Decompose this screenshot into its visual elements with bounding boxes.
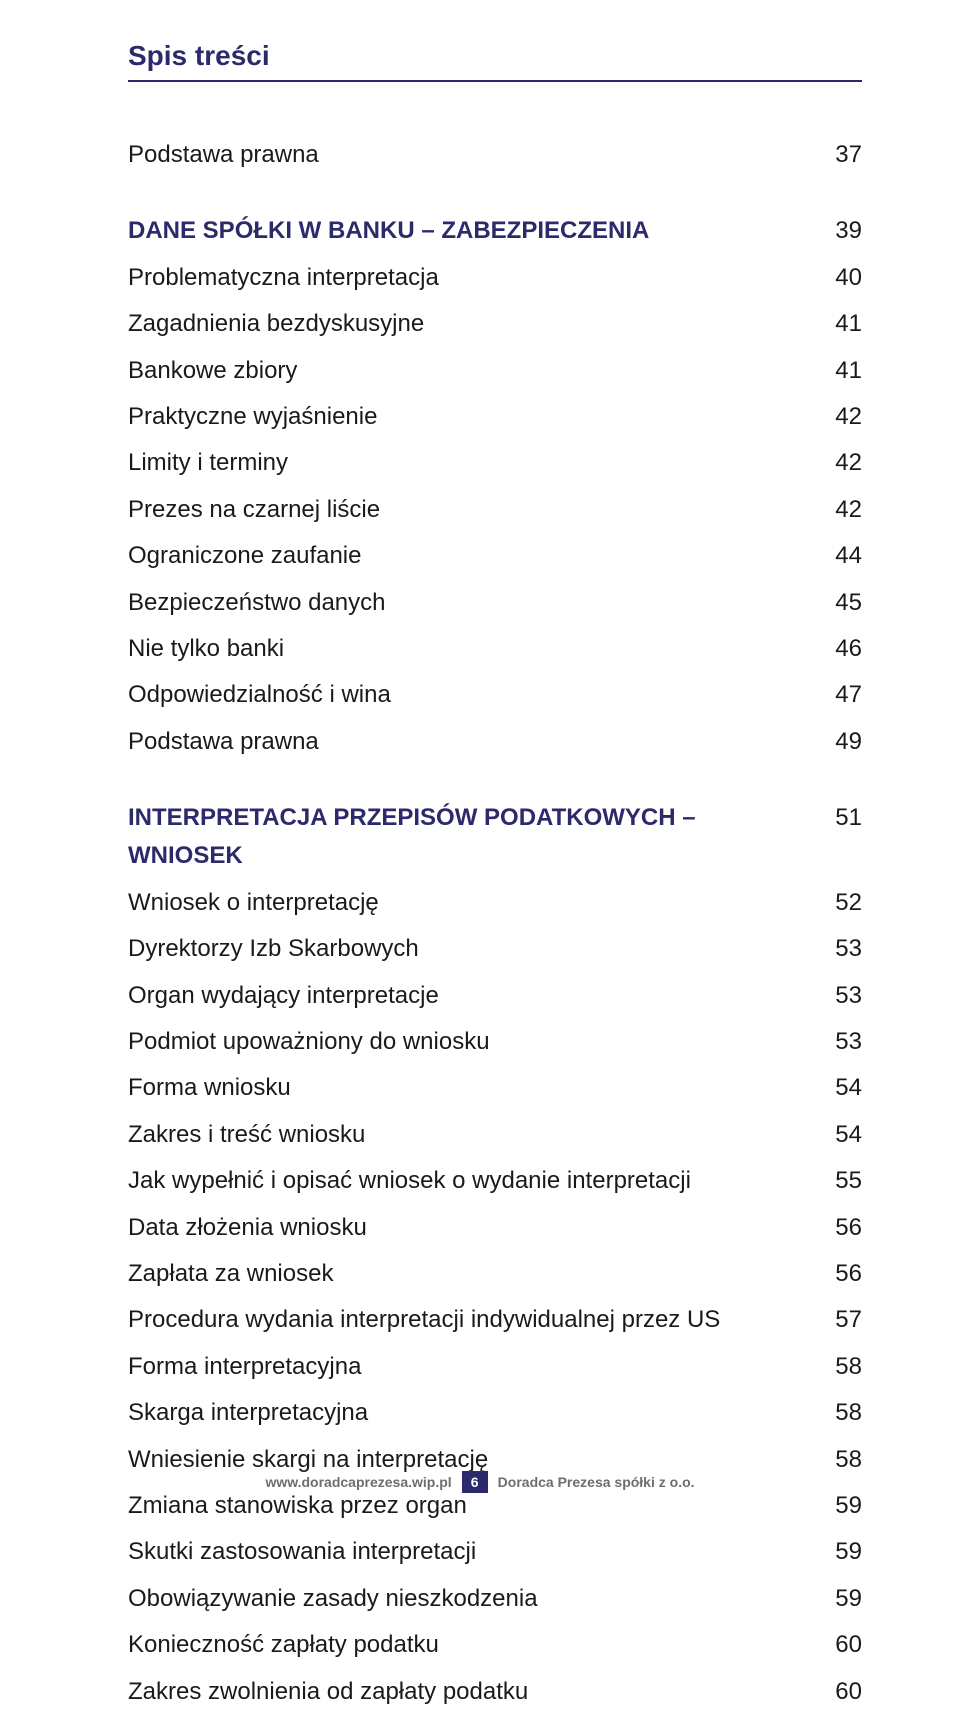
toc-item-row: Podmiot upoważniony do wniosku53 <box>128 1023 862 1061</box>
toc-item-label: Bezpieczeństwo danych <box>128 584 814 622</box>
toc-item-label: Ograniczone zaufanie <box>128 537 814 575</box>
toc-item-label: Konieczność zapłaty podatku <box>128 1626 814 1664</box>
toc-page-number: 53 <box>814 1023 862 1061</box>
toc-page-number: 44 <box>814 537 862 575</box>
toc-item-row: Zapłata za wniosek56 <box>128 1255 862 1293</box>
toc-item-row: Nie tylko banki46 <box>128 630 862 668</box>
toc-item-row: Podstawa prawna37 <box>128 136 862 174</box>
toc-item-row: Bezpieczeństwo danych45 <box>128 584 862 622</box>
toc-page-number: 47 <box>814 676 862 714</box>
toc-page-number: 37 <box>814 136 862 174</box>
toc-item-row: Skarga interpretacyjna58 <box>128 1394 862 1432</box>
toc-page-number: 54 <box>814 1116 862 1154</box>
toc-item-row: Obowiązywanie zasady nieszkodzenia59 <box>128 1580 862 1618</box>
toc-item-row: Organ wydający interpretacje53 <box>128 977 862 1015</box>
toc-item-row: Procedura wydania interpretacji indywidu… <box>128 1301 862 1339</box>
toc-page-number: 56 <box>814 1209 862 1247</box>
toc-item-label: Data złożenia wniosku <box>128 1209 814 1247</box>
toc-section-row: INTERPRETACJA PRZEPISÓW PODATKOWYCH – WN… <box>128 799 862 876</box>
page-footer: www.doradcaprezesa.wip.pl 6 Doradca Prez… <box>0 1471 960 1493</box>
toc-item-label: Podstawa prawna <box>128 723 814 761</box>
toc-item-row: Praktyczne wyjaśnienie42 <box>128 398 862 436</box>
toc-page-number: 41 <box>814 305 862 343</box>
toc-page-number: 51 <box>814 799 862 837</box>
toc-section-label: INTERPRETACJA PRZEPISÓW PODATKOWYCH – WN… <box>128 799 814 876</box>
toc-page-number: 39 <box>814 212 862 250</box>
toc-item-label: Forma wniosku <box>128 1069 814 1107</box>
toc-item-row: Skutki zastosowania interpretacji59 <box>128 1533 862 1571</box>
toc-page-number: 58 <box>814 1394 862 1432</box>
toc-item-label: Podstawa prawna <box>128 136 814 174</box>
toc-item-label: Organ wydający interpretacje <box>128 977 814 1015</box>
toc-page-number: 45 <box>814 584 862 622</box>
toc-item-row: Podstawa prawna49 <box>128 723 862 761</box>
toc-page-number: 53 <box>814 977 862 1015</box>
toc-page-number: 42 <box>814 398 862 436</box>
toc-page-number: 53 <box>814 930 862 968</box>
toc-item-row: Prezes na czarnej liście42 <box>128 491 862 529</box>
toc-page-number: 41 <box>814 352 862 390</box>
toc-item-label: Procedura wydania interpretacji indywidu… <box>128 1301 814 1339</box>
toc-item-row: Dyrektorzy Izb Skarbowych53 <box>128 930 862 968</box>
toc-item-label: Jak wypełnić i opisać wniosek o wydanie … <box>128 1162 814 1200</box>
toc-heading: Spis treści <box>128 40 862 72</box>
toc-page-number: 57 <box>814 1301 862 1339</box>
toc-item-row: Bankowe zbiory41 <box>128 352 862 390</box>
toc-page-number: 60 <box>814 1673 862 1711</box>
toc-item-row: Zagadnienia bezdyskusyjne41 <box>128 305 862 343</box>
toc-item-row: Data złożenia wniosku56 <box>128 1209 862 1247</box>
footer-page-number: 6 <box>462 1471 488 1493</box>
toc-page-number: 49 <box>814 723 862 761</box>
toc-item-label: Problematyczna interpretacja <box>128 259 814 297</box>
toc-item-row: Problematyczna interpretacja40 <box>128 259 862 297</box>
toc-item-label: Forma interpretacyjna <box>128 1348 814 1386</box>
toc-item-label: Skarga interpretacyjna <box>128 1394 814 1432</box>
toc-item-label: Bankowe zbiory <box>128 352 814 390</box>
toc-page-number: 60 <box>814 1626 862 1664</box>
footer-publication: Doradca Prezesa spółki z o.o. <box>498 1474 695 1490</box>
toc-page-number: 42 <box>814 491 862 529</box>
toc-item-label: Limity i terminy <box>128 444 814 482</box>
toc-item-row: Jak wypełnić i opisać wniosek o wydanie … <box>128 1162 862 1200</box>
toc-page-number: 59 <box>814 1580 862 1618</box>
toc-item-row: Zakres zwolnienia od zapłaty podatku60 <box>128 1673 862 1711</box>
toc-section-row: DANE SPÓŁKI W BANKU – ZABEZPIECZENIA39 <box>128 212 862 250</box>
toc-section-label: DANE SPÓŁKI W BANKU – ZABEZPIECZENIA <box>128 212 814 250</box>
toc-item-label: Praktyczne wyjaśnienie <box>128 398 814 436</box>
page: Spis treści Podstawa prawna37DANE SPÓŁKI… <box>0 0 960 1529</box>
toc-item-row: Odpowiedzialność i wina47 <box>128 676 862 714</box>
toc-item-label: Wniosek o interpretację <box>128 884 814 922</box>
toc-item-label: Zapłata za wniosek <box>128 1255 814 1293</box>
toc-page-number: 55 <box>814 1162 862 1200</box>
toc-item-label: Odpowiedzialność i wina <box>128 676 814 714</box>
toc-item-label: Skutki zastosowania interpretacji <box>128 1533 814 1571</box>
toc-item-row: Zakres i treść wniosku54 <box>128 1116 862 1154</box>
toc-item-row: Wniosek o interpretację52 <box>128 884 862 922</box>
toc-gap <box>128 769 862 799</box>
toc-page-number: 46 <box>814 630 862 668</box>
toc-item-label: Zakres i treść wniosku <box>128 1116 814 1154</box>
toc-item-label: Obowiązywanie zasady nieszkodzenia <box>128 1580 814 1618</box>
toc-item-label: Prezes na czarnej liście <box>128 491 814 529</box>
toc-item-label: Nie tylko banki <box>128 630 814 668</box>
toc-page-number: 59 <box>814 1533 862 1571</box>
toc-page-number: 52 <box>814 884 862 922</box>
toc-gap <box>128 182 862 212</box>
toc-item-row: Forma interpretacyjna58 <box>128 1348 862 1386</box>
toc-item-row: Konieczność zapłaty podatku60 <box>128 1626 862 1664</box>
toc-item-label: Dyrektorzy Izb Skarbowych <box>128 930 814 968</box>
toc-page-number: 42 <box>814 444 862 482</box>
toc-page-number: 54 <box>814 1069 862 1107</box>
toc-item-label: Podmiot upoważniony do wniosku <box>128 1023 814 1061</box>
heading-underline <box>128 80 862 82</box>
toc-item-row: Limity i terminy42 <box>128 444 862 482</box>
toc-page-number: 58 <box>814 1348 862 1386</box>
toc-item-label: Zagadnienia bezdyskusyjne <box>128 305 814 343</box>
toc-page-number: 56 <box>814 1255 862 1293</box>
footer-url: www.doradcaprezesa.wip.pl <box>265 1474 451 1490</box>
toc-item-label: Zakres zwolnienia od zapłaty podatku <box>128 1673 814 1711</box>
toc-item-row: Ograniczone zaufanie44 <box>128 537 862 575</box>
toc-item-row: Forma wniosku54 <box>128 1069 862 1107</box>
toc-page-number: 40 <box>814 259 862 297</box>
